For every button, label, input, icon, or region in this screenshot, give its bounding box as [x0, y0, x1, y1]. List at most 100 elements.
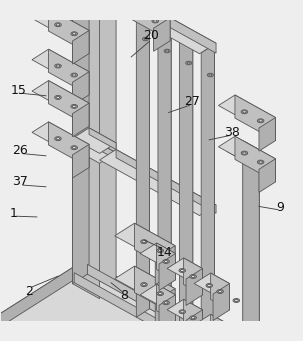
Polygon shape	[186, 310, 202, 341]
Polygon shape	[259, 118, 275, 151]
Ellipse shape	[233, 340, 240, 341]
Ellipse shape	[141, 240, 147, 243]
Polygon shape	[171, 28, 193, 41]
Polygon shape	[235, 136, 275, 182]
Polygon shape	[72, 0, 89, 284]
Polygon shape	[74, 273, 250, 341]
Polygon shape	[89, 138, 116, 159]
Ellipse shape	[257, 160, 264, 164]
Ellipse shape	[56, 24, 60, 26]
Ellipse shape	[186, 61, 192, 65]
Ellipse shape	[207, 73, 213, 77]
Ellipse shape	[257, 119, 264, 123]
Polygon shape	[211, 273, 230, 310]
Polygon shape	[218, 136, 275, 169]
Polygon shape	[155, 246, 175, 285]
Polygon shape	[128, 4, 150, 17]
Ellipse shape	[166, 50, 168, 52]
Ellipse shape	[187, 62, 190, 64]
Ellipse shape	[191, 276, 195, 278]
Polygon shape	[194, 314, 230, 335]
Polygon shape	[72, 144, 89, 178]
Polygon shape	[48, 80, 89, 126]
Ellipse shape	[243, 111, 246, 113]
Polygon shape	[185, 28, 193, 333]
Ellipse shape	[259, 120, 262, 122]
Polygon shape	[211, 314, 230, 341]
Ellipse shape	[56, 65, 60, 67]
Polygon shape	[243, 141, 259, 341]
Polygon shape	[184, 258, 202, 295]
Ellipse shape	[72, 147, 76, 149]
Ellipse shape	[181, 311, 184, 313]
Ellipse shape	[72, 33, 76, 35]
Ellipse shape	[235, 299, 238, 301]
Ellipse shape	[241, 151, 248, 155]
Polygon shape	[186, 268, 202, 306]
Polygon shape	[154, 18, 170, 51]
Ellipse shape	[208, 326, 211, 328]
Polygon shape	[154, 0, 170, 10]
Text: 14: 14	[156, 246, 172, 259]
Text: 15: 15	[11, 84, 27, 97]
Ellipse shape	[142, 37, 148, 41]
Polygon shape	[193, 40, 215, 53]
Polygon shape	[113, 0, 170, 28]
Ellipse shape	[137, 11, 141, 13]
Text: 26: 26	[12, 144, 28, 157]
Polygon shape	[89, 0, 216, 53]
Polygon shape	[259, 159, 275, 192]
Ellipse shape	[71, 104, 78, 108]
Ellipse shape	[158, 293, 162, 295]
Polygon shape	[87, 264, 263, 341]
Polygon shape	[157, 284, 175, 321]
Ellipse shape	[233, 298, 240, 302]
Polygon shape	[89, 128, 116, 149]
Polygon shape	[48, 49, 89, 95]
Ellipse shape	[209, 74, 212, 76]
Text: 9: 9	[277, 201, 285, 213]
Ellipse shape	[153, 20, 157, 22]
Polygon shape	[157, 243, 175, 280]
Polygon shape	[142, 4, 150, 309]
Ellipse shape	[55, 64, 61, 68]
Ellipse shape	[72, 74, 76, 76]
Ellipse shape	[56, 96, 60, 99]
Text: 8: 8	[120, 290, 128, 302]
Ellipse shape	[71, 32, 78, 36]
Ellipse shape	[136, 10, 142, 14]
Polygon shape	[235, 95, 275, 140]
Polygon shape	[0, 260, 303, 341]
Ellipse shape	[56, 138, 60, 140]
Ellipse shape	[144, 38, 147, 40]
Ellipse shape	[72, 105, 76, 107]
Ellipse shape	[191, 317, 195, 319]
Polygon shape	[158, 20, 171, 329]
Polygon shape	[32, 8, 89, 41]
Polygon shape	[89, 0, 116, 288]
Text: 38: 38	[224, 125, 240, 138]
Polygon shape	[184, 299, 202, 336]
Polygon shape	[72, 138, 116, 163]
Ellipse shape	[164, 49, 170, 53]
Ellipse shape	[142, 240, 146, 243]
Polygon shape	[100, 149, 216, 216]
Polygon shape	[167, 258, 202, 279]
Ellipse shape	[157, 249, 164, 253]
Polygon shape	[135, 223, 175, 272]
Text: 27: 27	[184, 95, 200, 108]
Polygon shape	[48, 8, 89, 54]
Polygon shape	[213, 325, 230, 341]
Ellipse shape	[158, 250, 162, 252]
Text: 1: 1	[9, 207, 17, 220]
Polygon shape	[167, 299, 202, 320]
Ellipse shape	[218, 291, 222, 293]
Polygon shape	[135, 266, 175, 315]
Polygon shape	[180, 32, 193, 341]
Ellipse shape	[55, 95, 61, 99]
Polygon shape	[115, 266, 175, 301]
Ellipse shape	[142, 283, 146, 286]
Polygon shape	[159, 295, 175, 332]
Polygon shape	[243, 150, 259, 341]
Ellipse shape	[55, 137, 61, 140]
